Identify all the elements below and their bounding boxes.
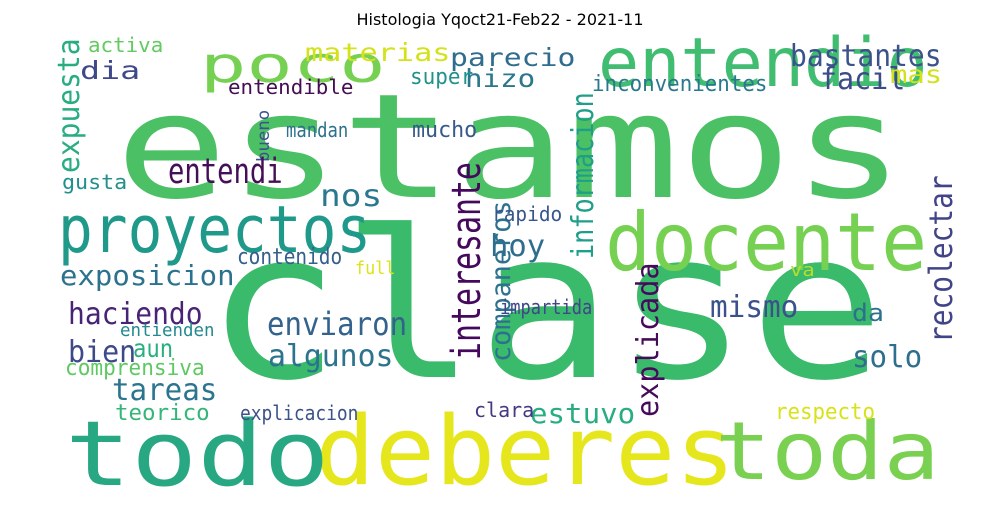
cloud-word: respecto bbox=[775, 400, 875, 425]
cloud-word: deberes bbox=[315, 397, 736, 507]
cloud-word: estamos bbox=[115, 63, 906, 232]
cloud-word: toda bbox=[715, 405, 940, 498]
cloud-word: bastantes bbox=[790, 39, 942, 74]
cloud-word: teorico bbox=[115, 401, 210, 426]
cloud-word: dia bbox=[80, 56, 141, 85]
cloud-word: materias bbox=[305, 38, 451, 67]
cloud-word: algunos bbox=[268, 339, 394, 374]
cloud-word: tareas bbox=[112, 373, 218, 408]
cloud-word: entendio bbox=[598, 24, 928, 103]
cloud-word: clara bbox=[474, 398, 535, 422]
cloud-word: expuesta bbox=[52, 38, 87, 173]
cloud-word: docente bbox=[605, 196, 928, 289]
cloud-word: todo bbox=[65, 402, 330, 507]
cloud-word: informacion bbox=[566, 92, 601, 259]
cloud-word: bien bbox=[68, 335, 137, 370]
cloud-word: activa bbox=[88, 33, 164, 57]
cloud-word: aun bbox=[133, 334, 174, 363]
cloud-word: contenido bbox=[237, 245, 343, 270]
cloud-word: hoy bbox=[490, 229, 546, 264]
cloud-word: poco bbox=[200, 36, 386, 94]
cloud-word: estuvo bbox=[530, 397, 636, 430]
cloud-word: recolectar bbox=[922, 175, 960, 343]
cloud-word: exposicion bbox=[60, 259, 235, 292]
cloud-word: comprensiva bbox=[65, 356, 205, 381]
cloud-word: entienden bbox=[120, 320, 215, 341]
cloud-word: va bbox=[790, 260, 815, 281]
cloud-word: rapido bbox=[492, 202, 563, 226]
cloud-word: entendi bbox=[168, 152, 283, 192]
cloud-word: full bbox=[355, 258, 396, 279]
cloud-word: mismo bbox=[710, 290, 799, 325]
cloud-word: haciendo bbox=[68, 297, 203, 332]
cloud-word: mandan bbox=[286, 118, 349, 142]
cloud-word: facil bbox=[820, 62, 906, 97]
cloud-word: impartida bbox=[500, 295, 593, 319]
cloud-word: enviaron bbox=[267, 305, 408, 343]
cloud-word: explicacion bbox=[240, 401, 359, 425]
cloud-word: gusta bbox=[62, 170, 128, 194]
cloud-word: hizo bbox=[465, 64, 536, 93]
cloud-word: mas bbox=[890, 60, 943, 89]
cloud-word: explicada bbox=[631, 262, 666, 417]
cloud-word: nos bbox=[320, 179, 383, 214]
cloud-word: solo bbox=[852, 340, 923, 375]
cloud-word: super bbox=[410, 65, 474, 90]
cloud-word: clase bbox=[205, 188, 886, 426]
cloud-word: parecio bbox=[450, 43, 576, 72]
chart-title: Histologia Yqoct21-Feb22 - 2021-11 bbox=[356, 10, 644, 29]
cloud-word: proyectos bbox=[58, 193, 372, 268]
cloud-word: interesante bbox=[444, 162, 490, 360]
cloud-word: da bbox=[852, 299, 884, 327]
cloud-word: entendible bbox=[228, 75, 354, 99]
cloud-word: mucho bbox=[412, 118, 478, 143]
cloud-word: inconvenientes bbox=[592, 72, 768, 97]
